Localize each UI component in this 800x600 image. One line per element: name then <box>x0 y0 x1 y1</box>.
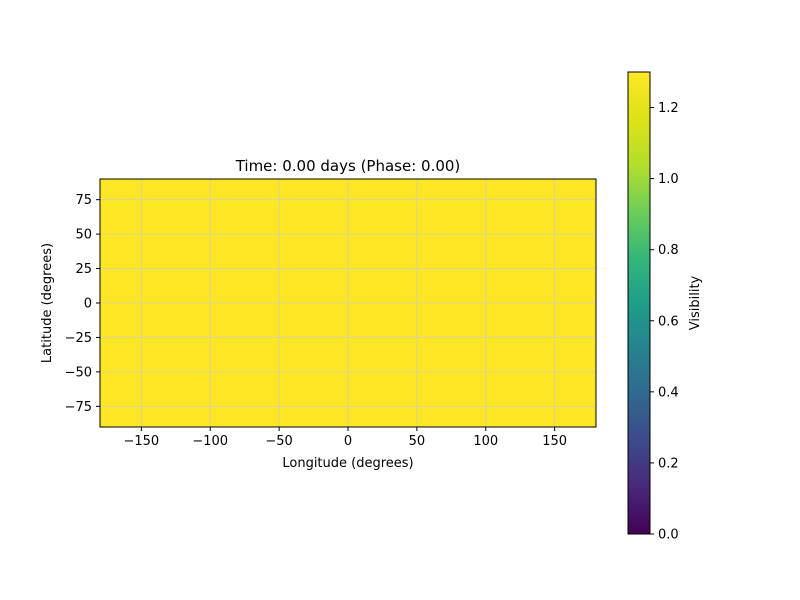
grid-lines <box>100 179 596 427</box>
colorbar-tick-label: 0.0 <box>658 528 679 543</box>
y-tick-label: −25 <box>65 331 92 346</box>
y-tick-label: −75 <box>65 400 92 415</box>
x-tick-label: 150 <box>542 434 567 449</box>
chart-title: Time: 0.00 days (Phase: 0.00) <box>235 157 461 175</box>
x-axis-label: Longitude (degrees) <box>282 456 413 471</box>
y-tick-label: 0 <box>84 297 92 312</box>
y-axis-label: Latitude (degrees) <box>40 243 55 363</box>
x-tick-label: 100 <box>473 434 498 449</box>
y-axis-ticks: −75 −50 −25 0 25 50 75 <box>65 193 100 415</box>
x-tick-label: −100 <box>192 434 228 449</box>
x-tick-label: 0 <box>344 434 352 449</box>
colorbar-tick-label: 0.2 <box>658 456 679 471</box>
colorbar-label: Visibility <box>688 275 703 330</box>
colorbar-tick-label: 1.0 <box>658 172 679 187</box>
x-tick-label: −150 <box>123 434 159 449</box>
x-tick-label: 50 <box>409 434 426 449</box>
colorbar-tick-label: 0.4 <box>658 385 679 400</box>
colorbar-tick-label: 1.2 <box>658 101 679 116</box>
colorbar-tick-label: 0.8 <box>658 243 679 258</box>
y-tick-label: −50 <box>65 365 92 380</box>
x-axis-ticks: −150 −100 −50 0 50 100 150 <box>123 427 567 449</box>
colorbar-ticks: 0.0 0.2 0.4 0.6 0.8 1.0 1.2 <box>650 101 679 543</box>
y-tick-label: 75 <box>75 193 92 208</box>
y-tick-label: 25 <box>75 262 92 277</box>
y-tick-label: 50 <box>75 228 92 243</box>
x-tick-label: −50 <box>265 434 292 449</box>
colorbar <box>627 71 651 535</box>
colorbar-tick-label: 0.6 <box>658 314 679 329</box>
